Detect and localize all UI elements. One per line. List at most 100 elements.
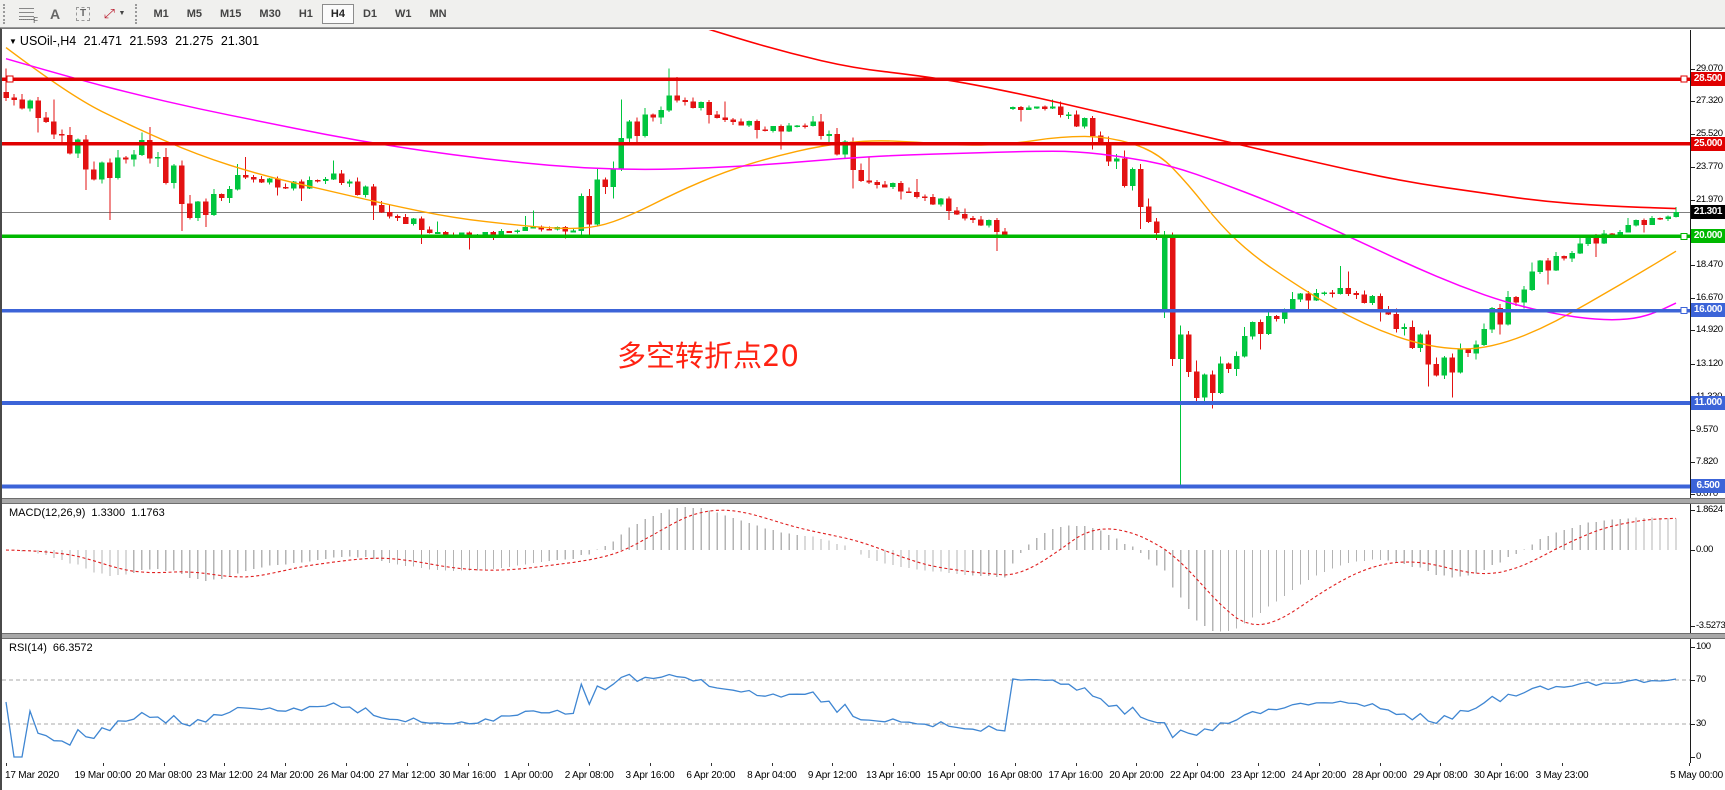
pane-splitter[interactable] [2, 498, 1725, 504]
macd-canvas[interactable] [2, 504, 1690, 633]
axis-tick-label: 29.070 [1691, 63, 1723, 75]
hline-handle-left[interactable] [6, 75, 14, 83]
axis-tick-label: 30 [1691, 718, 1706, 730]
time-tick-mark [1258, 763, 1259, 766]
rsi-axis[interactable]: 100 70 30 0 [1690, 639, 1725, 763]
text-tool-button[interactable]: A [42, 3, 68, 25]
chart-window: ▼ USOil-,H4 21.471 21.593 21.275 21.301 多… [0, 28, 1725, 790]
rsi-pane[interactable]: RSI(14) 66.3572 100 70 30 0 [2, 639, 1725, 763]
timeframe-button-mn[interactable]: MN [429, 7, 447, 20]
macd-label-row: MACD(12,26,9) 1.3300 1.1763 [9, 507, 171, 519]
arrows-tool-button[interactable]: ⤢ ▼ [98, 3, 131, 25]
rsi-value: 66.3572 [52, 642, 93, 654]
time-tick-mark [1501, 763, 1502, 766]
fibonacci-tool-button[interactable]: F [13, 3, 40, 25]
time-tick-mark [468, 763, 469, 766]
ma-slow-red [708, 30, 1677, 210]
macd-signal-line [5, 509, 1677, 626]
time-tick-label: 16 Apr 08:00 [987, 770, 1043, 781]
hline-handle-right[interactable] [1680, 75, 1688, 83]
time-tick-mark [1689, 763, 1690, 766]
axis-tick-label: 18.470 [1691, 259, 1723, 271]
price-axis[interactable]: 29.070 27.320 25.520 23.770 21.970 18.470 16.6… [1690, 30, 1725, 498]
macd-histogram [13, 507, 1677, 632]
toolbar-grip[interactable] [135, 3, 141, 24]
macd-axis[interactable]: 1.8624 0.00 -3.5273 [1690, 504, 1725, 633]
time-axis[interactable]: 17 Mar 2020 19 Mar 00:00 20 Mar 08:00 23 Ma… [2, 763, 1725, 790]
hline-16[interactable] [2, 307, 1690, 314]
time-tick-label: 2 Apr 08:00 [564, 770, 614, 781]
price-badge-11.000: 11.000 [1691, 396, 1725, 410]
time-tick-mark [1197, 763, 1198, 766]
axis-tick-label: 100 [1691, 641, 1711, 653]
pane-splitter[interactable] [2, 633, 1725, 639]
timeframe-button-h1[interactable]: H1 [298, 7, 313, 20]
hline-20[interactable] [2, 232, 1690, 240]
macd-label: MACD(12,26,9) [9, 507, 86, 519]
price-badge-16.000: 16.000 [1691, 303, 1725, 317]
time-tick-label: 29 Apr 08:00 [1413, 770, 1468, 781]
time-tick-label: 9 Apr 12:00 [807, 770, 857, 781]
ma-medium-magenta [5, 57, 1677, 321]
axis-tick-label: 25.520 [1691, 128, 1723, 140]
symbol-period-label: USOil-,H4 [19, 34, 77, 48]
timeframe-button-m30[interactable]: M30 [259, 7, 281, 20]
fibonacci-icon: F [19, 7, 38, 25]
chart-dropdown-icon: ▼ [9, 37, 17, 46]
time-tick-mark [650, 763, 651, 766]
time-tick-label: 20 Apr 20:00 [1109, 770, 1164, 781]
toolbar-grip[interactable] [3, 3, 9, 24]
time-tick-label: 3 Apr 16:00 [625, 770, 675, 781]
macd-signal-value: 1.1763 [131, 507, 165, 519]
time-tick-mark [1015, 763, 1016, 766]
macd-value: 1.3300 [91, 507, 126, 519]
axis-tick-label: 1.8624 [1691, 504, 1723, 516]
open-value: 21.471 [83, 34, 122, 48]
time-tick-label: 19 Mar 00:00 [74, 770, 132, 781]
chart-text-annotation[interactable]: 多空转折点20 [617, 339, 799, 373]
hline-handle-right[interactable] [1680, 307, 1688, 314]
price-chart-canvas[interactable] [2, 30, 1690, 498]
hline-28.5[interactable] [2, 75, 1690, 83]
time-tick-label: 3 May 23:00 [1535, 770, 1589, 781]
time-tick-mark [1136, 763, 1137, 766]
text-label-tool-button[interactable]: T [70, 3, 96, 25]
hline-handle-right[interactable] [1680, 232, 1688, 240]
symbol-header[interactable]: ▼ USOil-,H4 21.471 21.593 21.275 21.301 [9, 34, 263, 48]
macd-pane[interactable]: MACD(12,26,9) 1.3300 1.1763 1.8624 0.00 -3.5… [2, 504, 1725, 633]
rsi-canvas[interactable] [2, 639, 1690, 763]
timeframe-button-d1[interactable]: D1 [362, 7, 378, 20]
time-tick-label: 22 Apr 04:00 [1170, 770, 1225, 781]
rsi-label-row: RSI(14) 66.3572 [9, 642, 99, 654]
time-tick-mark [832, 763, 833, 766]
time-tick-mark [224, 763, 225, 766]
text-label-icon: T [76, 6, 91, 21]
time-tick-label: 24 Apr 20:00 [1291, 770, 1347, 781]
time-tick-label: 6 Apr 20:00 [686, 770, 736, 781]
axis-tick-label: 16.670 [1691, 292, 1723, 304]
time-tick-mark [772, 763, 773, 766]
timeframe-button-m5[interactable]: M5 [186, 7, 203, 20]
time-tick-label: 20 Mar 08:00 [135, 770, 192, 781]
timeframe-button-h4[interactable]: H4 [321, 3, 354, 24]
high-value: 21.593 [129, 34, 168, 48]
timeframe-button-group: M1 M5 M15 M30 H1 H4 D1 W1 MN [144, 3, 455, 25]
time-tick-mark [6, 763, 7, 766]
axis-tick-label: 27.320 [1691, 95, 1723, 107]
candlesticks-layer[interactable] [3, 68, 1679, 487]
axis-tick-label: 14.920 [1691, 324, 1723, 336]
time-tick-mark [711, 763, 712, 766]
time-tick-mark [528, 763, 529, 766]
main-chart-pane[interactable]: ▼ USOil-,H4 21.471 21.593 21.275 21.301 多… [2, 30, 1725, 498]
timeframe-button-m1[interactable]: M1 [153, 7, 169, 20]
low-value: 21.275 [175, 34, 214, 48]
axis-tick-label: 21.970 [1691, 194, 1723, 206]
timeframe-button-m15[interactable]: M15 [220, 7, 242, 20]
axis-tick-label: 0 [1691, 751, 1701, 763]
time-tick-label: 1 Apr 00:00 [503, 770, 553, 781]
time-tick-label: 13 Apr 16:00 [866, 770, 921, 781]
time-tick-mark [407, 763, 408, 766]
time-tick-mark [164, 763, 165, 766]
timeframe-button-w1[interactable]: W1 [395, 7, 412, 20]
